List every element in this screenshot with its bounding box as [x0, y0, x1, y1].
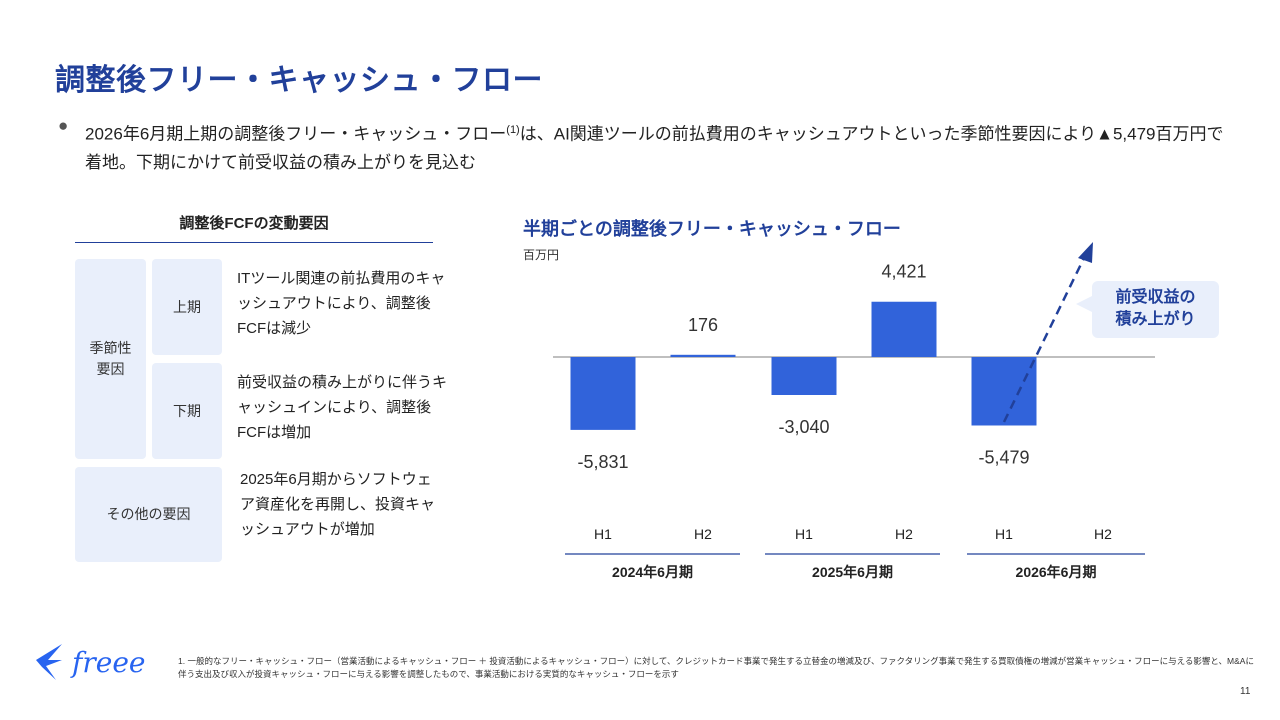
svg-text:freee: freee [70, 646, 145, 679]
seasonal-label-text: 季節性要因 [89, 340, 132, 377]
x-tick-2: H1 [795, 526, 813, 542]
h1-label: 上期 [152, 259, 222, 355]
summary-part2: は、AI関連ツールの前払費用のキャッシュアウトといった季節性要因により▲5,47… [85, 124, 1224, 172]
callout-line1: 前受収益の [1115, 289, 1196, 306]
bar-4 [971, 357, 1037, 426]
group-label-2: 2026年6月期 [1016, 564, 1097, 580]
x-tick-4: H1 [995, 526, 1013, 542]
callout-line2: 積み上がり [1115, 311, 1196, 328]
freee-logo: freee [32, 640, 162, 689]
bullet-icon: ● [58, 116, 69, 135]
bar-3 [871, 301, 937, 357]
h2-desc: 前受収益の積み上がりに伴うキャッシュインにより、調整後FCFは増加 [237, 374, 448, 441]
other-desc: 2025年6月期からソフトウェア資産化を再開し、投資キャッシュアウトが増加 [240, 471, 436, 538]
other-label: その他の要因 [75, 467, 222, 562]
trend-arrow-head-icon [1078, 242, 1093, 263]
x-tick-0: H1 [594, 526, 612, 542]
chart-title: 半期ごとの調整後フリー・キャッシュ・フロー [523, 219, 901, 239]
chart-unit: 百万円 [523, 248, 560, 262]
data-label-4: -5,479 [978, 447, 1029, 467]
summary-part1: 2026年6月期上期の調整後フリー・キャッシュ・フロー [85, 124, 507, 144]
page-number: 11 [1240, 686, 1251, 697]
footnote: 1. 一般的なフリー・キャッシュ・フロー（営業活動によるキャッシュ・フロー ＋ … [178, 656, 1254, 679]
callout-pointer [1076, 296, 1092, 312]
bar-1 [670, 354, 736, 357]
page-title: 調整後フリー・キャッシュ・フロー [55, 64, 543, 97]
data-label-3: 4,421 [881, 262, 926, 282]
data-label-0: -5,831 [577, 452, 628, 472]
seasonal-label: 季節性要因 [75, 259, 146, 459]
bar-0 [570, 357, 636, 430]
h2-label: 下期 [152, 363, 222, 459]
x-tick-3: H2 [895, 526, 913, 542]
group-label-1: 2025年6月期 [812, 564, 893, 580]
x-tick-1: H2 [694, 526, 712, 542]
summary-text: 2026年6月期上期の調整後フリー・キャッシュ・フロー(1)は、AI関連ツールの… [85, 116, 1235, 177]
factors-heading: 調整後FCFの変動要因 [179, 215, 329, 232]
h1-desc: ITツール関連の前払費用のキャッシュアウトにより、調整後FCFは減少 [237, 270, 446, 337]
x-tick-5: H2 [1094, 526, 1112, 542]
group-label-0: 2024年6月期 [612, 564, 693, 580]
data-label-2: -3,040 [778, 417, 829, 437]
footnote-ref: (1) [506, 124, 520, 136]
annotation-callout: 前受収益の積み上がり [1092, 281, 1219, 338]
bar-2 [771, 357, 837, 395]
divider [75, 242, 433, 243]
trend-arrow-line [1002, 257, 1086, 423]
data-label-1: 176 [688, 315, 718, 335]
